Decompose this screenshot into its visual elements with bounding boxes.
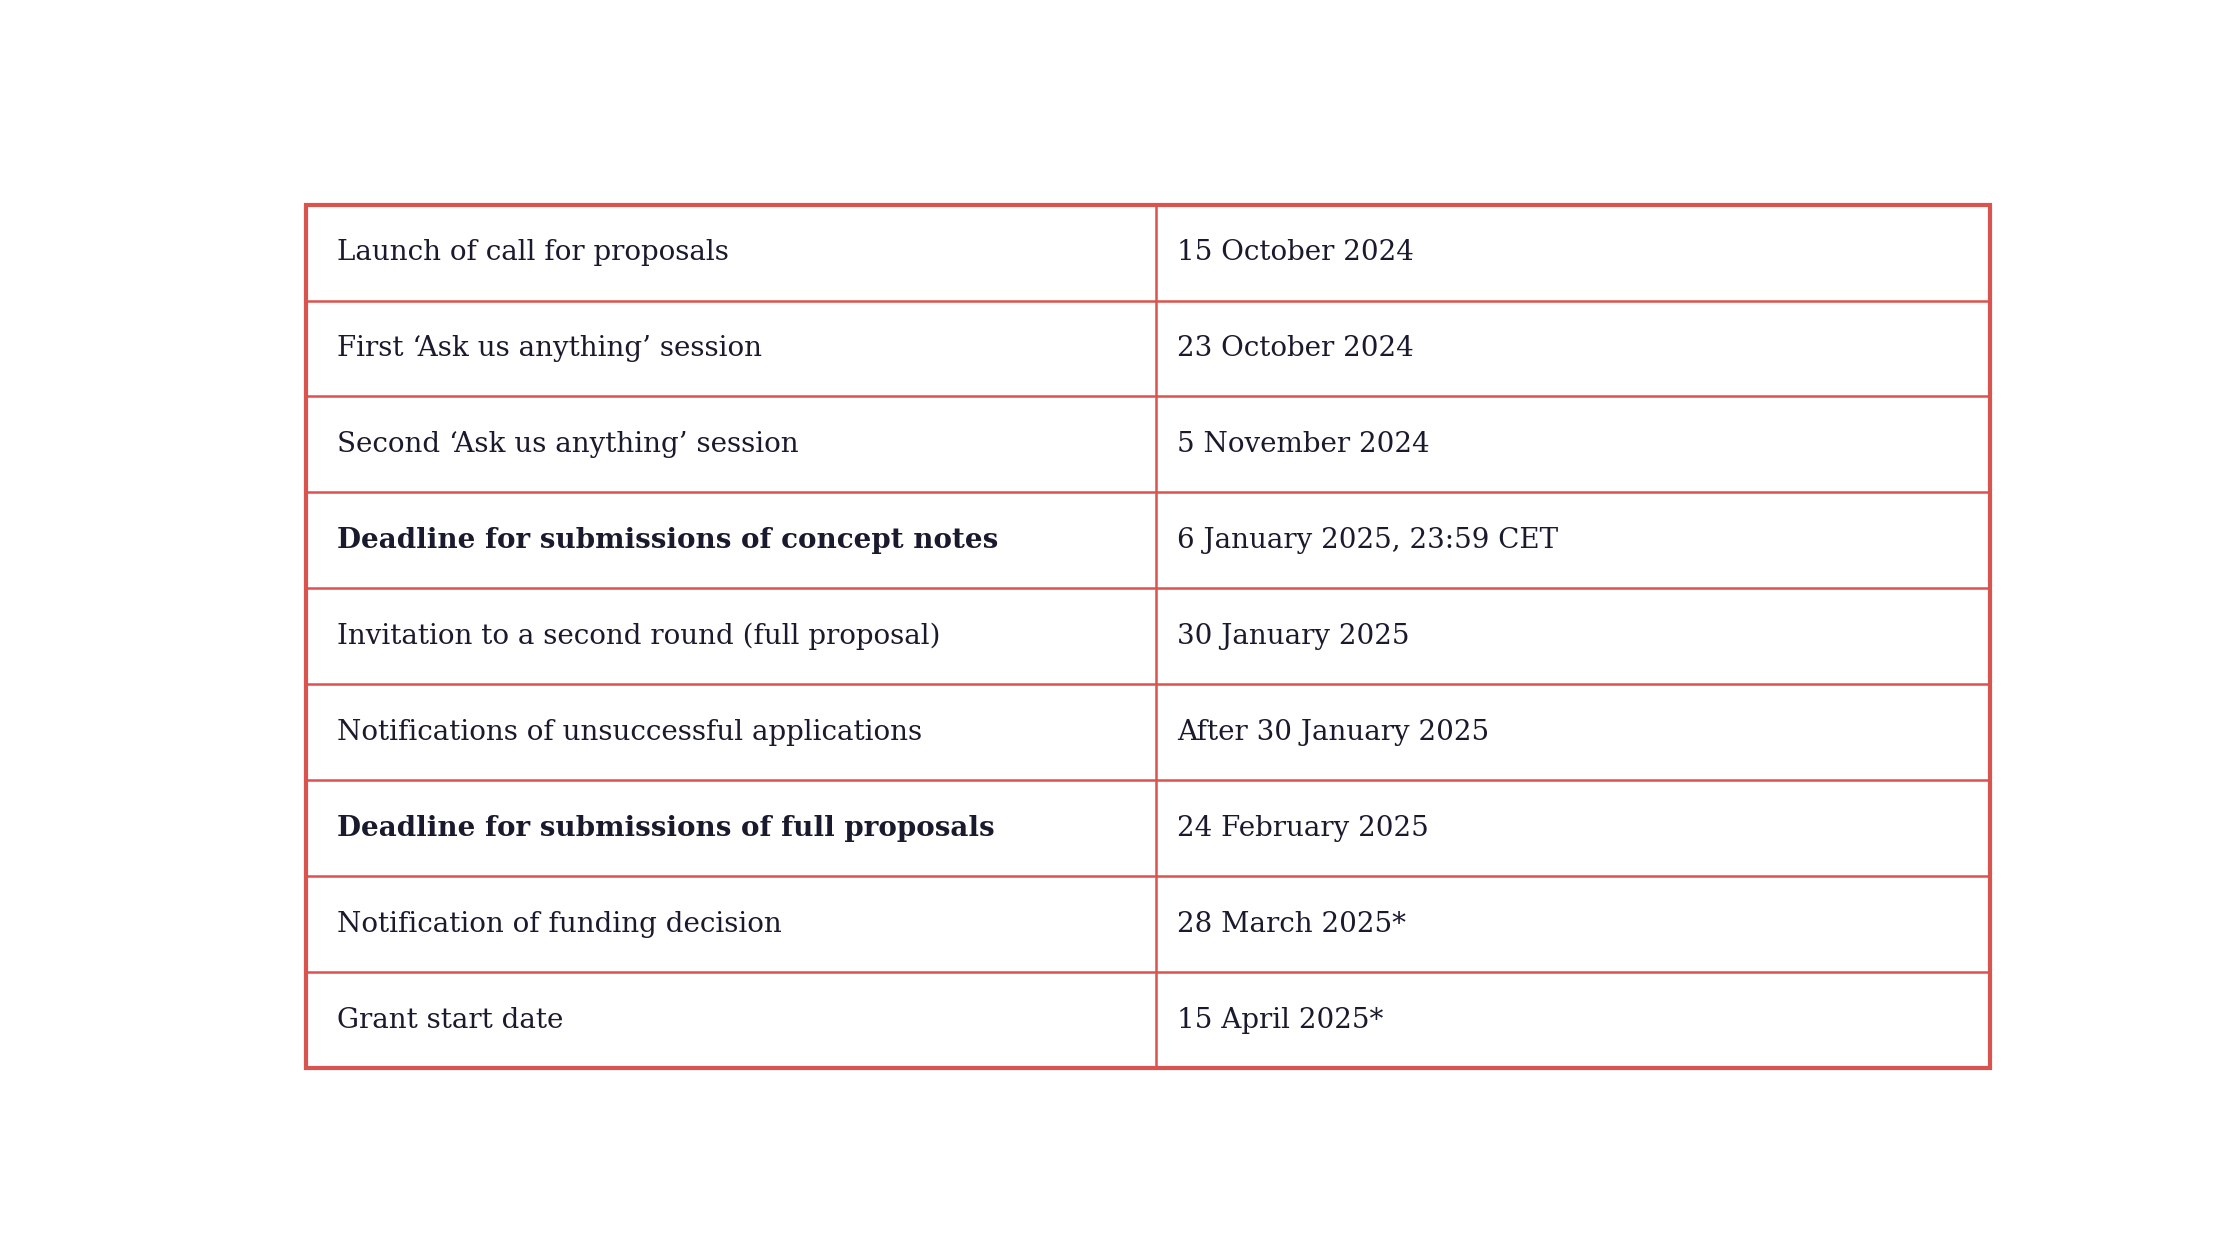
Text: Second ‘Ask us anything’ session: Second ‘Ask us anything’ session (338, 431, 800, 457)
Text: Grant start date: Grant start date (338, 1007, 564, 1033)
Text: 5 November 2024: 5 November 2024 (1178, 431, 1429, 457)
Text: 30 January 2025: 30 January 2025 (1178, 622, 1409, 650)
Text: Notifications of unsuccessful applications: Notifications of unsuccessful applicatio… (338, 718, 923, 746)
Text: First ‘Ask us anything’ session: First ‘Ask us anything’ session (338, 335, 762, 362)
Text: 23 October 2024: 23 October 2024 (1178, 335, 1413, 362)
Text: Launch of call for proposals: Launch of call for proposals (338, 239, 730, 266)
Bar (307, 204, 1989, 1068)
Text: 15 October 2024: 15 October 2024 (1178, 239, 1413, 266)
Text: 28 March 2025*: 28 March 2025* (1178, 911, 1407, 937)
Text: 24 February 2025: 24 February 2025 (1178, 815, 1429, 842)
Text: 15 April 2025*: 15 April 2025* (1178, 1007, 1384, 1033)
Text: 6 January 2025, 23:59 CET: 6 January 2025, 23:59 CET (1178, 527, 1559, 554)
Text: After 30 January 2025: After 30 January 2025 (1178, 718, 1490, 746)
Text: Invitation to a second round (full proposal): Invitation to a second round (full propo… (338, 622, 941, 650)
Text: Deadline for submissions of concept notes: Deadline for submissions of concept note… (338, 527, 999, 554)
Text: Deadline for submissions of full proposals: Deadline for submissions of full proposa… (338, 815, 995, 842)
Text: Notification of funding decision: Notification of funding decision (338, 911, 782, 937)
